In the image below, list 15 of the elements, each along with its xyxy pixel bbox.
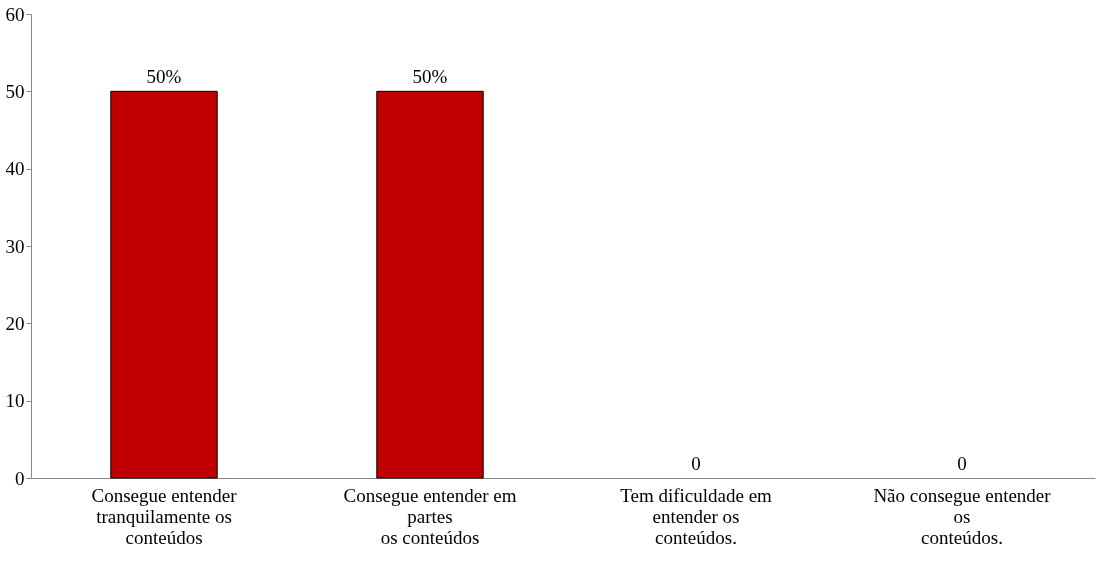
data-label: 50% — [146, 66, 182, 88]
y-tick-label: 20 — [5, 312, 25, 334]
data-label: 0 — [957, 453, 967, 474]
y-tick-label: 0 — [15, 467, 25, 489]
y-tick-label: 40 — [5, 158, 25, 180]
y-tick-label: 10 — [5, 390, 25, 412]
x-tick-label: Não consegue entender os conteúdos. — [873, 484, 1052, 548]
x-tick-label: Tem dificuldade em entender os conteúdos. — [620, 484, 773, 548]
data-label: 50% — [412, 66, 448, 88]
x-tick-label: Consegue entender tranquilamente os conteúdos — [91, 484, 238, 548]
x-tick-label: Consegue entender em partes os conteúdos — [343, 484, 517, 548]
y-tick-label: 30 — [5, 235, 25, 257]
data-label: 0 — [691, 453, 701, 474]
y-tick-label: 60 — [5, 3, 25, 25]
y-tick-label: 50 — [5, 80, 25, 102]
